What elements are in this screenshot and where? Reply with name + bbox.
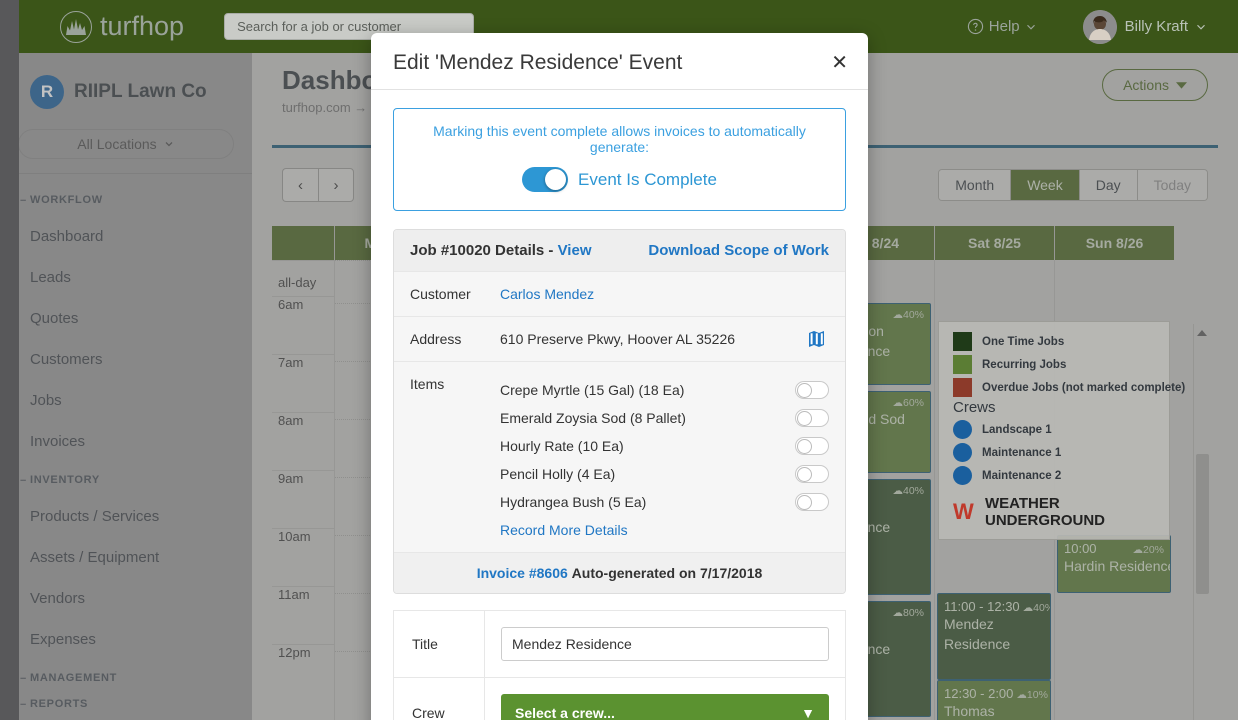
svg-text:W: W xyxy=(953,499,974,524)
